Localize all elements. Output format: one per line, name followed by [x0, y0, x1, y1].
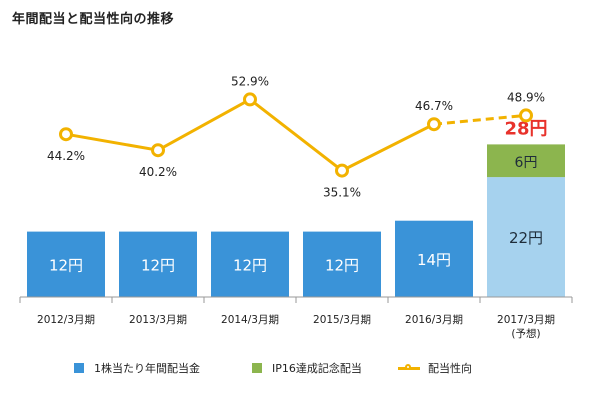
bar-dividend-0 — [27, 231, 105, 297]
bar-label-dividend-3: 12円 — [325, 256, 359, 274]
line-payout-ratio — [65, 97, 435, 173]
x-tick-label-2: 2014/3月期 — [221, 314, 279, 326]
point-payout-ratio-2 — [243, 92, 257, 107]
bar-dividend-4 — [395, 220, 473, 297]
bar-label-dividend-0: 12円 — [49, 256, 83, 274]
bar-dividend-1 — [119, 231, 197, 297]
bar-dividend-3 — [303, 231, 381, 297]
legend: 1株当たり年間配当金 IP16達成記念配当 配当性向 — [0, 360, 600, 384]
point-payout-ratio-1 — [151, 143, 165, 158]
x-tick-label-0: 2012/3月期 — [37, 314, 95, 326]
bar-label-dividend-4: 14円 — [417, 251, 451, 269]
bar-label-dividend-5: 22円 — [509, 229, 543, 247]
legend-item-commemorative: IP16達成記念配当 — [252, 360, 362, 376]
label-payout-ratio-4: 46.7% — [415, 99, 453, 113]
point-payout-ratio-0 — [59, 127, 73, 142]
point-payout-ratio-5 — [519, 108, 533, 123]
bar-commemorative-5 — [487, 144, 565, 178]
legend-item-payout-ratio: 配当性向 — [398, 360, 472, 376]
x-tick-label-3: 2015/3月期 — [313, 314, 371, 326]
line-payout-ratio-forecast — [433, 113, 527, 126]
x-tick-label-4: 2016/3月期 — [405, 314, 463, 326]
legend-item-dividend: 1株当たり年間配当金 — [74, 360, 200, 376]
bar-dividend-5 — [487, 177, 565, 297]
legend-label-payout-ratio: 配当性向 — [428, 362, 472, 375]
legend-line-payout-ratio — [398, 363, 420, 370]
bar-label-dividend-2: 12円 — [233, 256, 267, 274]
x-tick-note-5: (予想) — [511, 327, 540, 340]
legend-label-commemorative: IP16達成記念配当 — [272, 362, 362, 375]
chart-title: 年間配当と配当性向の推移 — [12, 12, 175, 27]
label-payout-ratio-2: 52.9% — [231, 74, 269, 88]
label-payout-ratio-0: 44.2% — [47, 149, 85, 163]
bar-dividend-2 — [211, 231, 289, 297]
legend-label-dividend: 1株当たり年間配当金 — [94, 362, 200, 375]
x-tick-label-5: 2017/3月期 — [497, 314, 555, 326]
label-payout-ratio-5: 48.9% — [507, 90, 545, 104]
bar-label-dividend-1: 12円 — [141, 256, 175, 274]
bar-label-commemorative-5: 6円 — [515, 155, 538, 171]
point-payout-ratio-4 — [427, 117, 441, 132]
label-payout-ratio-3: 35.1% — [323, 186, 361, 200]
legend-swatch-dividend — [74, 363, 84, 373]
bar-total-label-5: 28円 — [504, 118, 547, 139]
label-payout-ratio-1: 40.2% — [139, 165, 177, 179]
point-payout-ratio-3 — [335, 163, 349, 178]
legend-swatch-commemorative — [252, 363, 262, 373]
x-tick-label-1: 2013/3月期 — [129, 314, 187, 326]
